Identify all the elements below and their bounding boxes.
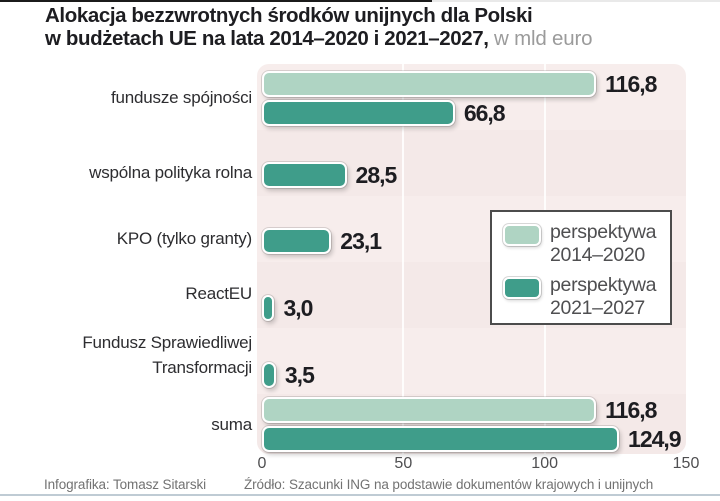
x-axis-tick: 0 [257,455,267,472]
bar-value-label: 23,1 [340,228,382,254]
footer-credit: Infografika: Tomasz Sitarski [44,477,207,492]
chart-title-line1: Alokacja bezzwrotnych środków unijnych d… [45,4,533,27]
category-label: wspólna polityka rolna [89,163,252,182]
legend-swatch-icon [503,224,541,246]
x-axis-tick: 50 [394,455,413,472]
bar-value-label: 116,8 [605,397,657,423]
category-label: Fundusz Sprawiedliwej Transformacji [82,333,252,377]
legend-label: perspektywa 2021–2027 [550,274,657,319]
gridline-50 [402,64,405,454]
bar-perspektywa-2021-2027 [262,228,332,254]
chart-title-line2: w budżetach UE na lata 2014–2020 i 2021–… [45,27,489,50]
bar-perspektywa-2014-2020 [262,71,597,97]
bar-value-label: 116,8 [605,71,657,97]
footer-source: Źródło: Szacunki ING na podstawie dokume… [244,477,654,492]
top-rule [0,0,720,2]
x-axis-tick: 150 [672,455,700,472]
legend-swatch-icon [503,277,541,299]
bar-value-label: 3,0 [283,295,313,321]
bar-perspektywa-2014-2020 [262,397,597,423]
bar-perspektywa-2021-2027 [262,295,275,321]
chart-title: Alokacja bezzwrotnych środków unijnych d… [45,4,705,50]
bar-value-label: 3,5 [284,362,315,388]
legend-entry: perspektywa 2021–2027 [503,274,670,320]
chart-title-unit: w mld euro [488,27,593,50]
x-axis-tick: 100 [531,455,559,472]
bar-value-label: 28,5 [355,162,398,188]
bar-perspektywa-2021-2027 [262,162,347,188]
bar-perspektywa-2021-2027 [262,362,276,388]
bar-value-label: 124,9 [628,426,682,452]
category-label: fundusze spójności [111,88,252,107]
category-label: suma [211,415,252,434]
legend: perspektywa 2014–2020 perspektywa 2021–2027 [490,210,672,325]
bottom-rule [0,494,720,496]
category-label: ReactEU [185,284,252,303]
bar-value-label: 66,8 [463,100,506,126]
legend-entry: perspektywa 2014–2020 [503,221,670,267]
bar-perspektywa-2021-2027 [262,426,620,452]
legend-label: perspektywa 2014–2020 [550,221,657,266]
category-label: KPO (tylko granty) [116,229,252,248]
bar-perspektywa-2021-2027 [262,100,455,126]
